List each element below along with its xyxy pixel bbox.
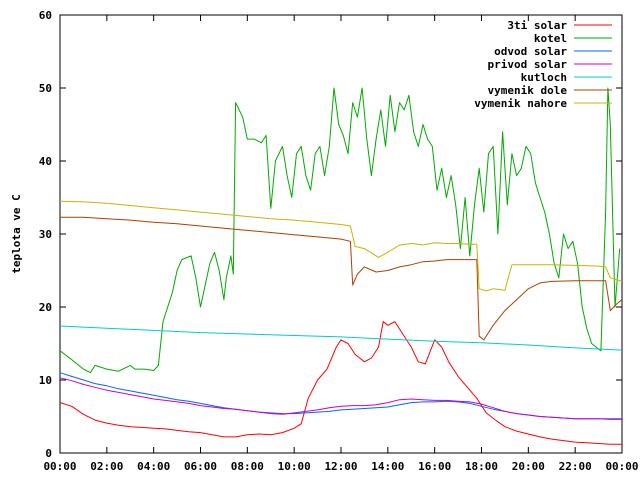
y-tick-label: 0 xyxy=(45,447,52,460)
x-tick-label: 00:00 xyxy=(605,460,638,473)
y-axis-label: teplota ve C xyxy=(10,194,23,273)
series-line-vymenik-nahore xyxy=(59,200,623,292)
x-tick-label: 04:00 xyxy=(137,460,170,473)
legend-label-3ti-solar: 3ti solar xyxy=(507,19,567,32)
y-axis: 0 10 20 30 40 50 60 xyxy=(39,9,622,460)
legend-label-odvod-solar: odvod solar xyxy=(494,45,567,58)
legend-label-kutloch: kutloch xyxy=(521,71,567,84)
series-line-kotel xyxy=(59,87,621,374)
legend-label-vymenik-nahore: vymenik nahore xyxy=(474,97,567,110)
y-tick-label: 60 xyxy=(39,9,52,22)
y-tick-label: 20 xyxy=(39,301,52,314)
series-lines xyxy=(59,87,623,445)
x-tick-label: 02:00 xyxy=(90,460,123,473)
x-tick-label: 12:00 xyxy=(324,460,357,473)
legend-label-privod-solar: privod solar xyxy=(488,58,568,71)
x-tick-label: 00:00 xyxy=(43,460,76,473)
y-tick-label: 30 xyxy=(39,228,52,241)
x-tick-label: 10:00 xyxy=(278,460,311,473)
x-tick-label: 18:00 xyxy=(465,460,498,473)
x-tick-label: 20:00 xyxy=(512,460,545,473)
series-line-vymenik-dole xyxy=(60,216,623,341)
x-tick-label: 22:00 xyxy=(559,460,592,473)
x-tick-label: 06:00 xyxy=(184,460,217,473)
series-line-kutloch xyxy=(59,325,623,351)
y-tick-label: 50 xyxy=(39,82,52,95)
x-tick-label: 14:00 xyxy=(371,460,404,473)
series-line-privod-solar xyxy=(59,377,622,420)
y-tick-label: 40 xyxy=(39,155,52,168)
legend-label-kotel: kotel xyxy=(534,32,567,45)
legend-label-vymenik-dole: vymenik dole xyxy=(488,84,568,97)
y-tick-label: 10 xyxy=(39,374,52,387)
series-line-3ti-solar xyxy=(59,321,622,445)
x-tick-label: 16:00 xyxy=(418,460,451,473)
series-line-odvod-solar xyxy=(59,372,622,420)
x-axis: 00:00 02:00 04:00 06:00 08:00 10:00 12:00 14:00… xyxy=(43,15,639,473)
x-tick-label: 08:00 xyxy=(231,460,264,473)
